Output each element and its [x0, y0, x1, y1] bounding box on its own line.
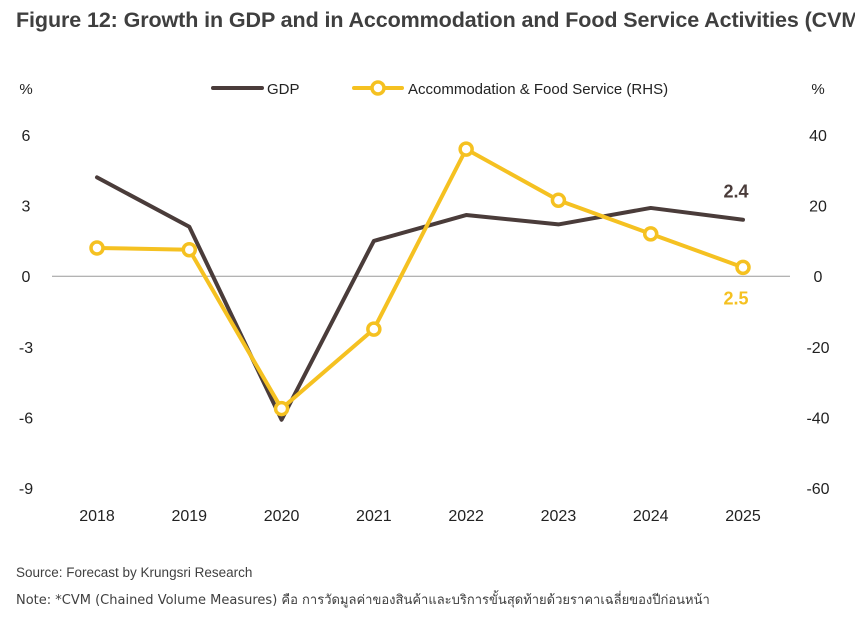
left-tick-label: -6: [19, 410, 33, 427]
right-tick-label: -20: [806, 340, 829, 357]
x-tick-label: 2019: [171, 508, 207, 525]
data-point-marker: [89, 240, 105, 256]
x-tick-label: 2021: [356, 508, 392, 525]
end-value-label: 2.4: [723, 182, 748, 202]
legend: GDP Accommodation & Food Service (RHS): [211, 80, 668, 98]
x-tick-label: 2023: [541, 508, 577, 525]
left-axis-unit-label: %: [19, 81, 32, 98]
left-tick-label: 6: [22, 128, 31, 145]
legend-label-gdp: GDP: [267, 81, 300, 98]
data-point-marker: [273, 400, 290, 417]
left-tick-label: -9: [19, 481, 33, 498]
series-line-gdp: [95, 175, 745, 422]
data-point-marker: [366, 321, 382, 337]
legend-label-accommodation: Accommodation & Food Service (RHS): [408, 81, 668, 98]
end-value-label: 2.5: [723, 288, 748, 308]
data-point-marker: [642, 226, 659, 242]
right-axis-unit-label: %: [811, 81, 824, 98]
left-tick-label: 0: [22, 269, 31, 286]
legend-marker-accommodation: [370, 80, 386, 96]
x-tick-label: 2020: [264, 508, 300, 525]
right-axis-ticks: 40 20 0 -20 -40 -60: [806, 128, 829, 498]
x-tick-label: 2024: [633, 508, 669, 525]
data-point-marker: [735, 259, 751, 276]
right-tick-label: 0: [814, 269, 823, 286]
x-tick-label: 2025: [725, 508, 761, 525]
left-tick-label: -3: [19, 340, 33, 357]
source-note: Source: Forecast by Krungsri Research: [16, 565, 253, 580]
end-labels: 2.4 2.5: [723, 182, 748, 309]
x-axis-ticks: 2018 2019 2020 2021 2022 2023 2024 2025: [79, 508, 761, 525]
x-tick-label: 2018: [79, 508, 115, 525]
line-chart: GDP Accommodation & Food Service (RHS) % …: [19, 80, 830, 525]
chart-title: Figure 12: Growth in GDP and in Accommod…: [16, 8, 855, 32]
right-tick-label: 40: [809, 128, 827, 145]
left-axis-ticks: 6 3 0 -3 -6 -9: [19, 128, 33, 498]
left-tick-label: 3: [22, 199, 31, 216]
data-point-marker: [458, 141, 474, 157]
series-layer: [89, 141, 751, 422]
right-tick-label: 20: [809, 199, 827, 216]
data-point-marker: [550, 192, 567, 209]
x-tick-label: 2022: [448, 508, 484, 525]
right-tick-label: -60: [806, 481, 829, 498]
right-tick-label: -40: [806, 410, 829, 427]
data-point-marker: [181, 241, 198, 258]
cvm-note: Note: *CVM (Chained Volume Measures) คือ…: [16, 593, 710, 608]
series-line-accommodation: [95, 147, 745, 411]
